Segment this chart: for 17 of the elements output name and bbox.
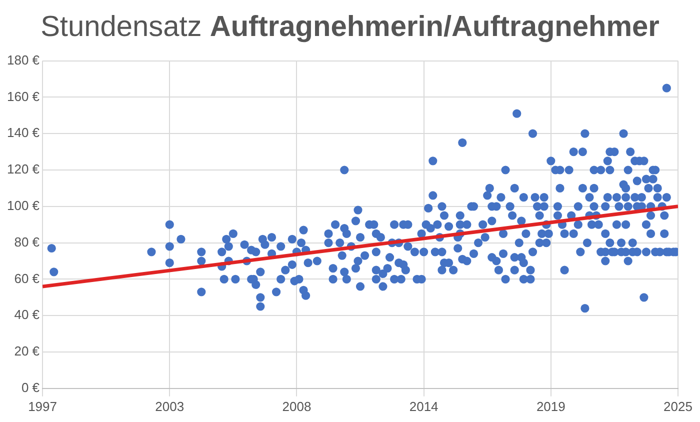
y-tick-label: 160 € [6, 88, 40, 104]
x-tick-label: 2008 [282, 398, 312, 414]
x-tick-label: 1997 [28, 398, 57, 414]
y-tick-label: 120 € [6, 162, 40, 177]
y-tick-label: 0 € [21, 380, 40, 395]
y-tick-label: 40 € [14, 307, 40, 322]
y-tick-label: 80 € [14, 234, 40, 250]
x-tick-label: 2003 [155, 398, 184, 414]
y-tick-label: 100 € [6, 198, 40, 213]
y-tick-label: 180 € [6, 52, 40, 68]
y-tick-label: 60 € [14, 270, 40, 286]
y-tick-label: 140 € [6, 125, 40, 140]
x-tick-label: 2014 [409, 398, 438, 414]
x-tick-label: 2019 [536, 398, 566, 414]
y-tick-label: 20 € [14, 344, 40, 359]
x-tick-label: 2025 [664, 398, 692, 414]
chart-title: Stundensatz Auftragnehmerin/Auftragnehmer [40, 10, 660, 45]
